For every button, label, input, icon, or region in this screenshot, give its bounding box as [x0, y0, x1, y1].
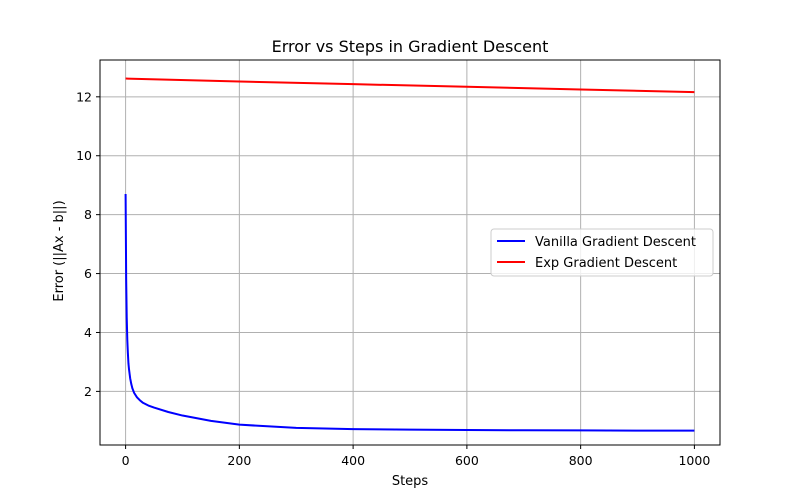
series-line-vanilla-gradient-descent [124, 194, 695, 432]
axis-ticks: 0 200 400 600 800 1000 2 4 6 8 10 12 [76, 89, 710, 468]
x-tick-label: 800 [569, 453, 593, 468]
y-tick-label: 6 [84, 266, 92, 281]
y-tick-label: 2 [84, 384, 92, 399]
y-axis-label: Error (||Ax - b||) [52, 200, 67, 301]
x-tick-label: 1000 [678, 453, 710, 468]
x-axis-label: Steps [392, 474, 429, 489]
legend-box [490, 228, 714, 277]
plot-area [99, 59, 721, 446]
legend-label-vanilla: Vanilla Gradient Descent [535, 235, 696, 250]
x-tick-label: 400 [341, 453, 365, 468]
x-tick-label: 200 [227, 453, 251, 468]
y-tick-label: 10 [76, 148, 92, 163]
y-tick-label: 12 [76, 89, 92, 104]
series-line-exp-gradient-descent [125, 77, 695, 94]
chart-title: Error vs Steps in Gradient Descent [272, 37, 549, 56]
x-tick-label: 600 [455, 453, 479, 468]
legend-label-exp: Exp Gradient Descent [535, 256, 677, 271]
series-lines [124, 77, 695, 432]
legend: Vanilla Gradient Descent Exp Gradient De… [490, 228, 714, 277]
y-tick-label: 8 [84, 207, 92, 222]
y-tick-label: 4 [84, 325, 92, 340]
x-tick-label: 0 [122, 453, 130, 468]
